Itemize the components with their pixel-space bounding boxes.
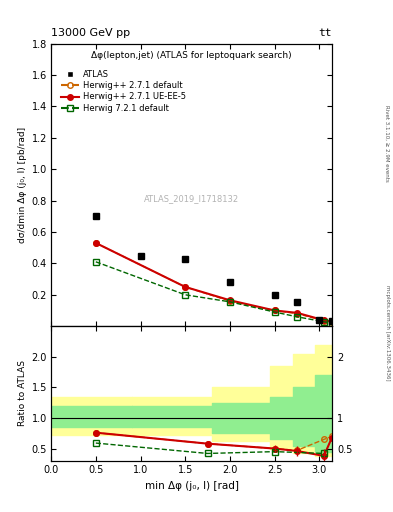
- X-axis label: min Δφ (j₀, l) [rad]: min Δφ (j₀, l) [rad]: [145, 481, 239, 490]
- Text: Δφ(lepton,jet) (ATLAS for leptoquark search): Δφ(lepton,jet) (ATLAS for leptoquark sea…: [91, 51, 292, 59]
- Text: ATLAS_2019_I1718132: ATLAS_2019_I1718132: [144, 195, 239, 203]
- Text: 13000 GeV pp: 13000 GeV pp: [51, 28, 130, 38]
- Y-axis label: dσ/dmin Δφ (j₀, l) [pb/rad]: dσ/dmin Δφ (j₀, l) [pb/rad]: [18, 127, 28, 243]
- Text: mcplots.cern.ch [arXiv:1306.3436]: mcplots.cern.ch [arXiv:1306.3436]: [385, 285, 389, 380]
- Legend: ATLAS, Herwig++ 2.7.1 default, Herwig++ 2.7.1 UE-EE-5, Herwig 7.2.1 default: ATLAS, Herwig++ 2.7.1 default, Herwig++ …: [61, 70, 185, 113]
- Text: tt: tt: [319, 28, 332, 38]
- Y-axis label: Ratio to ATLAS: Ratio to ATLAS: [18, 360, 28, 426]
- Text: Rivet 3.1.10, ≥ 2.9M events: Rivet 3.1.10, ≥ 2.9M events: [385, 105, 389, 182]
